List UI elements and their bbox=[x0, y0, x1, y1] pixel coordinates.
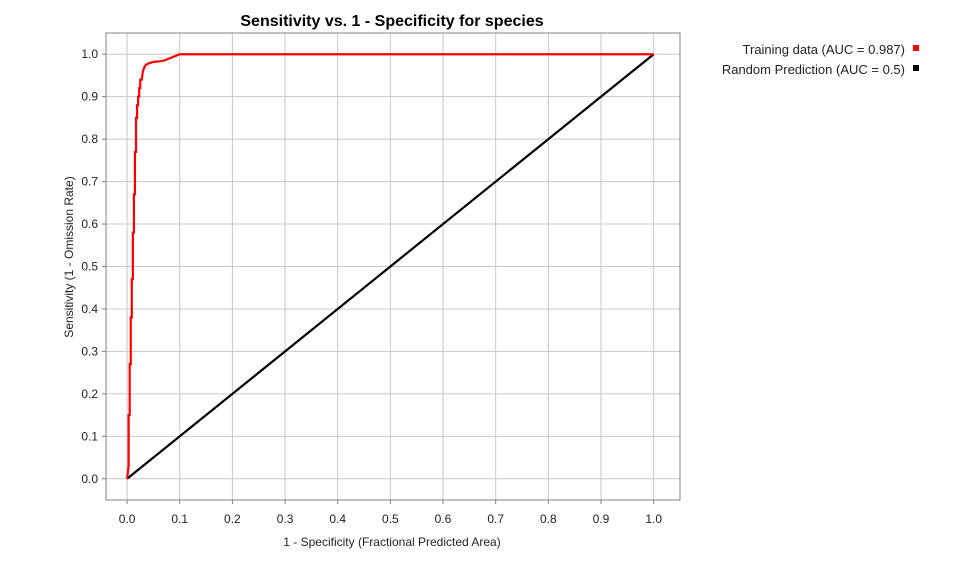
x-tick-label: 0.3 bbox=[277, 512, 294, 526]
x-tick-label: 0.1 bbox=[171, 512, 188, 526]
y-tick-label: 0.2 bbox=[81, 387, 98, 401]
training-data-line bbox=[125, 53, 654, 479]
x-tick-label: 1.0 bbox=[645, 512, 662, 526]
x-tick-label: 0.0 bbox=[119, 512, 136, 526]
y-tick-label: 1.0 bbox=[81, 47, 98, 61]
legend-swatch bbox=[913, 45, 919, 51]
chart-title: Sensitivity vs. 1 - Specificity for spec… bbox=[240, 13, 543, 30]
legend-swatch bbox=[913, 65, 919, 71]
legend-entry-label: Training data (AUC = 0.987) bbox=[743, 42, 905, 57]
y-tick-label: 0.3 bbox=[81, 344, 98, 358]
y-tick-label: 0.8 bbox=[81, 132, 98, 146]
y-tick-label: 0.1 bbox=[81, 429, 98, 443]
y-axis-label: Sensitivity (1 - Omission Rate) bbox=[62, 176, 76, 337]
x-tick-label: 0.5 bbox=[382, 512, 399, 526]
x-tick-label: 0.8 bbox=[540, 512, 557, 526]
y-tick-label: 0.5 bbox=[81, 260, 98, 274]
y-tick-label: 0.9 bbox=[81, 90, 98, 104]
legend: Training data (AUC = 0.987) Random Predic… bbox=[722, 42, 919, 77]
y-tick-label: 0.4 bbox=[81, 302, 98, 316]
legend-entry-label: Random Prediction (AUC = 0.5) bbox=[722, 62, 905, 77]
x-tick-label: 0.2 bbox=[224, 512, 241, 526]
x-tick-label: 0.6 bbox=[435, 512, 452, 526]
random-prediction-line bbox=[126, 53, 655, 480]
x-axis-label: 1 - Specificity (Fractional Predicted Ar… bbox=[283, 535, 500, 549]
x-tick-label: 0.4 bbox=[329, 512, 346, 526]
x-tick-label: 0.7 bbox=[487, 512, 504, 526]
y-tick-label: 0.6 bbox=[81, 217, 98, 231]
y-tick-label: 0.0 bbox=[81, 472, 98, 486]
x-tick-label: 0.9 bbox=[593, 512, 610, 526]
y-tick-label: 0.7 bbox=[81, 175, 98, 189]
